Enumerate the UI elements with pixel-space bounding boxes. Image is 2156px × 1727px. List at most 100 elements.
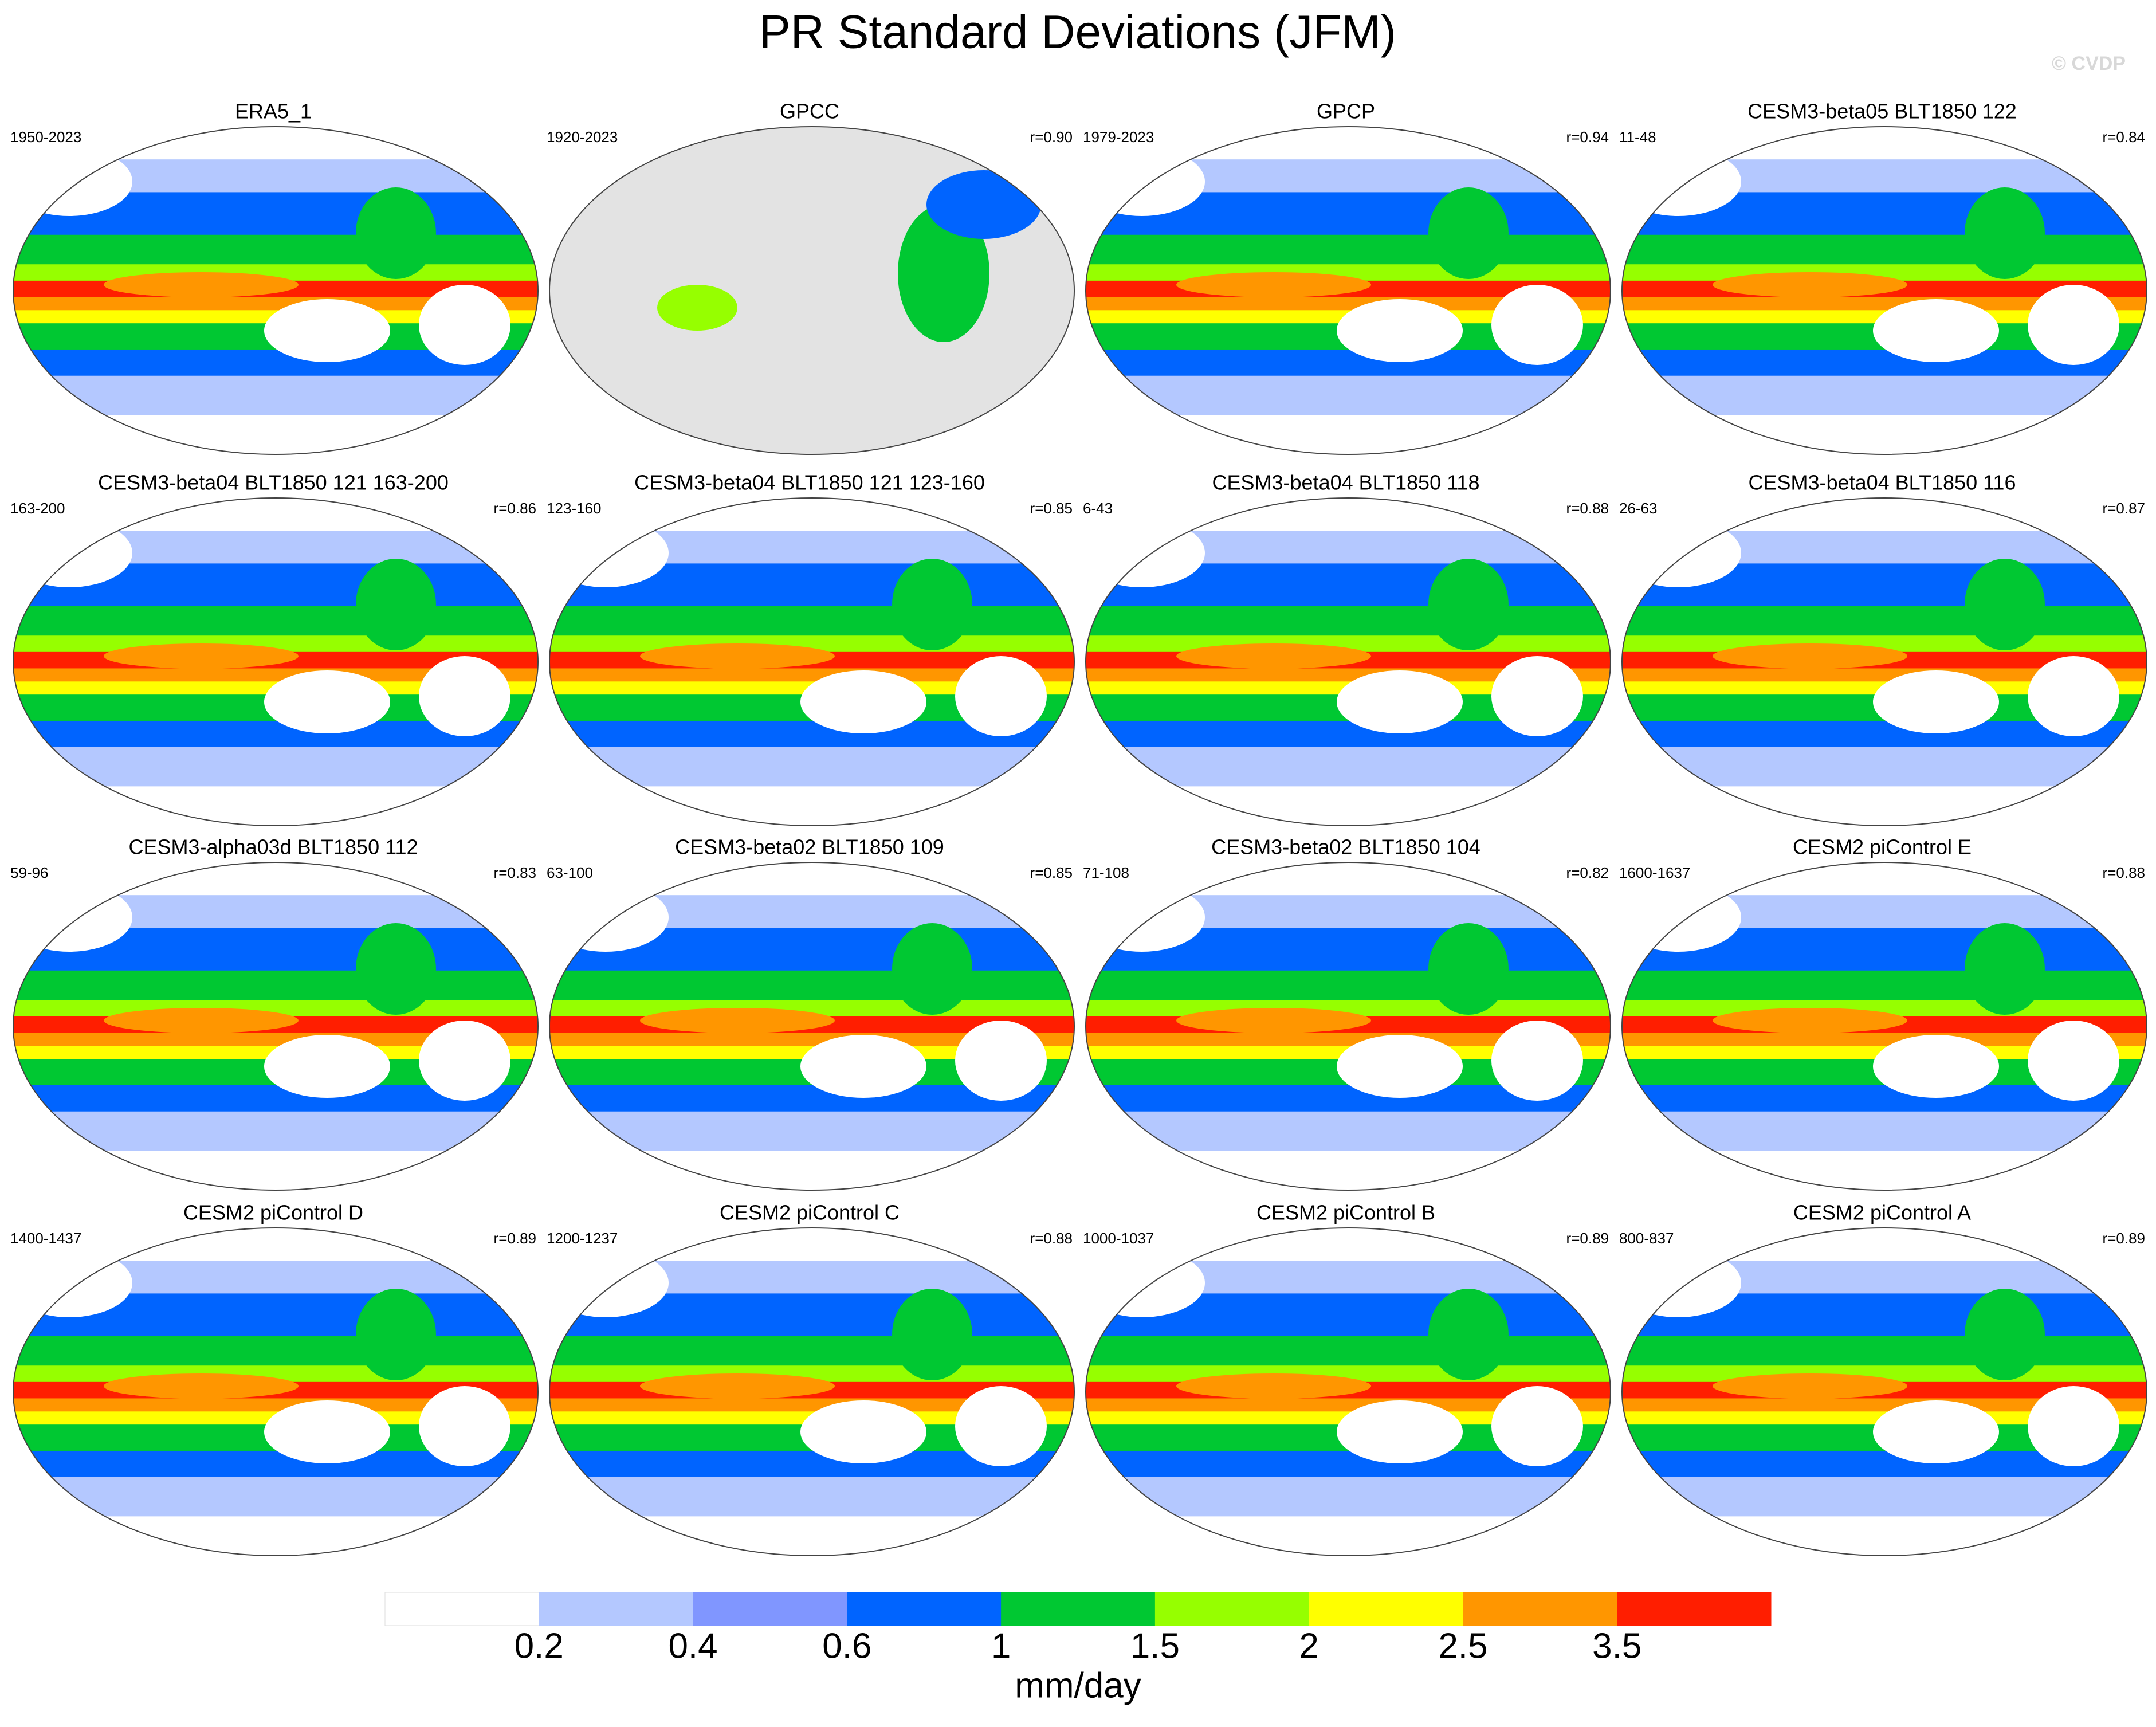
map-band <box>549 786 1074 826</box>
map-blob <box>356 1289 436 1380</box>
colorbar-tick-label: 1 <box>991 1626 1011 1666</box>
land-blob <box>657 285 737 331</box>
map-blob <box>1428 187 1509 279</box>
map-panel: CESM3-beta04 BLT1850 116 26-63 r=0.87 <box>1619 471 2147 826</box>
map-blob <box>1337 299 1463 362</box>
map-blob <box>1965 1289 2045 1380</box>
panel-period: 1000-1037 <box>1083 1230 1154 1247</box>
map-band <box>1086 375 1611 416</box>
map-panel: CESM3-beta04 BLT1850 121 163-200 163-200 r… <box>10 471 539 826</box>
panel-period: 163-200 <box>10 500 65 517</box>
panel-correlation: r=0.88 <box>1030 1230 1073 1247</box>
map <box>549 498 1074 826</box>
map-blob <box>356 187 436 279</box>
map-band <box>549 1398 1074 1412</box>
map-blob <box>1086 147 1205 216</box>
map-band <box>13 970 538 1001</box>
map-blob <box>640 1008 835 1033</box>
panel-title: CESM2 piControl A <box>1793 1201 1971 1224</box>
map-blob <box>1873 1035 1999 1098</box>
map <box>13 862 538 1190</box>
color-swatch <box>1154 1592 1310 1626</box>
map-blob <box>1713 272 1907 297</box>
map <box>1622 862 2147 1190</box>
map-panel: CESM2 piControl C 1200-1237 r=0.88 <box>547 1201 1075 1556</box>
map-band <box>13 668 538 682</box>
map-outline <box>13 497 539 826</box>
map-blob <box>800 1400 926 1463</box>
map-band <box>549 1111 1074 1152</box>
map-band <box>549 1151 1074 1190</box>
colorbar-tick-label: 1.5 <box>1130 1626 1180 1666</box>
map-panel: CESM3-beta02 BLT1850 104 71-108 r=0.82 <box>1083 835 1611 1191</box>
map-band <box>1622 970 2147 1001</box>
map-blob <box>1428 559 1509 650</box>
map-band <box>1622 498 2147 532</box>
color-swatch <box>1463 1592 1617 1626</box>
panel-correlation: r=0.89 <box>1566 1230 1609 1247</box>
panel-title: ERA5_1 <box>235 100 312 123</box>
map-blob <box>1086 519 1205 587</box>
map <box>13 498 538 826</box>
map-blob <box>1176 643 1371 669</box>
map-outline <box>13 126 539 455</box>
map-panel: CESM2 piControl B 1000-1037 r=0.89 <box>1083 1201 1611 1556</box>
panel-period: 6-43 <box>1083 500 1113 517</box>
map-blob <box>892 559 972 650</box>
map-blob <box>1176 272 1371 297</box>
map-blob <box>264 299 390 362</box>
map-blob <box>1965 187 2045 279</box>
panel-period: 59-96 <box>10 864 49 881</box>
map-blob <box>1622 519 1741 587</box>
map-blob <box>1873 670 1999 733</box>
map-band <box>1622 1336 2147 1367</box>
map-band <box>1622 415 2147 454</box>
map-blob <box>419 1020 510 1101</box>
color-swatch <box>1001 1592 1156 1626</box>
map-blob <box>1491 1386 1583 1466</box>
map-band <box>13 862 538 896</box>
map-blob <box>1337 1400 1463 1463</box>
panel-period: 1400-1437 <box>10 1230 81 1247</box>
map-band <box>1086 127 1611 160</box>
color-swatch <box>847 1592 1002 1626</box>
map-blob <box>419 656 510 736</box>
map-outline <box>1621 126 2147 455</box>
map-blob <box>955 1386 1047 1466</box>
color-swatch <box>1309 1592 1463 1626</box>
color-swatch <box>539 1592 694 1626</box>
panel-title: CESM3-beta04 BLT1850 116 <box>1749 471 2016 494</box>
map-blob <box>955 656 1047 736</box>
map-blob <box>800 670 926 733</box>
map-band <box>1622 668 2147 682</box>
map <box>549 1228 1074 1556</box>
map-band <box>1086 415 1611 454</box>
map-band <box>1622 127 2147 160</box>
map-band <box>13 297 538 311</box>
panel-period: 26-63 <box>1619 500 1658 517</box>
panel-correlation: r=0.84 <box>2103 128 2145 146</box>
panel-period: 1600-1637 <box>1619 864 1690 881</box>
map-blob <box>549 519 669 587</box>
map-blob <box>1491 656 1583 736</box>
map-band <box>1086 862 1611 896</box>
panel-correlation: r=0.88 <box>1566 500 1609 517</box>
map-band <box>13 1477 538 1517</box>
map-blob <box>549 1249 669 1317</box>
map-panel: CESM3-beta02 BLT1850 109 63-100 r=0.85 <box>547 835 1075 1191</box>
map-band <box>13 747 538 787</box>
map-blob <box>419 285 510 365</box>
map-blob <box>1086 883 1205 952</box>
map-band <box>1086 786 1611 826</box>
panel-period: 1979-2023 <box>1083 128 1154 146</box>
panel-title: CESM3-beta05 BLT1850 122 <box>1747 100 2017 123</box>
map-blob <box>264 1035 390 1098</box>
map-panel: CESM3-alpha03d BLT1850 112 59-96 r=0.83 <box>10 835 539 1191</box>
map-band <box>549 606 1074 637</box>
panel-period: 1950-2023 <box>10 128 81 146</box>
map <box>1622 498 2147 826</box>
map-blob <box>2028 656 2119 736</box>
colorbar-tick-label: 0.2 <box>515 1626 564 1666</box>
map-band <box>1622 606 2147 637</box>
